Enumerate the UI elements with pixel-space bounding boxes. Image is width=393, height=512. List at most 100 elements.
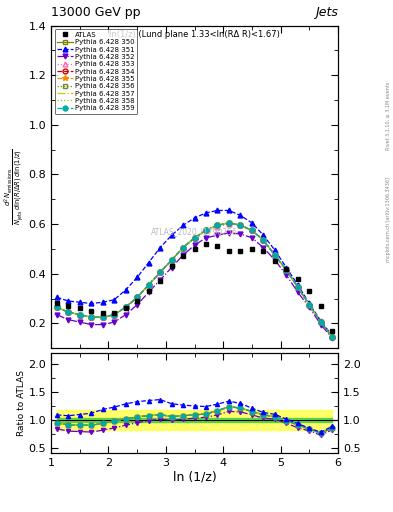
Pythia 6.428 359 xyxy=(89,314,94,320)
Y-axis label: Ratio to ATLAS: Ratio to ATLAS xyxy=(17,370,26,436)
Pythia 6.428 351 xyxy=(158,245,162,251)
Line: Pythia 6.428 352: Pythia 6.428 352 xyxy=(54,230,335,340)
Pythia 6.428 355 xyxy=(261,237,266,243)
Pythia 6.428 356 xyxy=(100,314,105,320)
Pythia 6.428 351 xyxy=(123,287,128,293)
Pythia 6.428 357 xyxy=(227,220,231,226)
Pythia 6.428 350 xyxy=(227,220,231,226)
Pythia 6.428 359 xyxy=(66,309,71,315)
Pythia 6.428 354 xyxy=(238,222,243,228)
Pythia 6.428 357 xyxy=(181,245,185,251)
Pythia 6.428 358 xyxy=(181,245,185,251)
ATLAS xyxy=(100,310,105,316)
Pythia 6.428 351 xyxy=(89,301,94,307)
Pythia 6.428 356 xyxy=(89,314,94,320)
Pythia 6.428 352 xyxy=(272,257,277,263)
Pythia 6.428 352 xyxy=(307,304,312,310)
Pythia 6.428 353 xyxy=(135,294,140,301)
ATLAS xyxy=(261,248,266,254)
Pythia 6.428 351 xyxy=(204,210,208,216)
Pythia 6.428 351 xyxy=(250,220,254,226)
ATLAS xyxy=(123,305,128,311)
Pythia 6.428 355 xyxy=(250,227,254,233)
ATLAS xyxy=(181,253,185,260)
ATLAS xyxy=(89,308,94,314)
Pythia 6.428 352 xyxy=(169,264,174,270)
Pythia 6.428 358 xyxy=(66,309,71,315)
Pythia 6.428 358 xyxy=(158,269,162,275)
Pythia 6.428 354 xyxy=(261,237,266,243)
Pythia 6.428 350 xyxy=(204,227,208,233)
Pythia 6.428 358 xyxy=(112,312,117,318)
Pythia 6.428 352 xyxy=(204,234,208,241)
Pythia 6.428 350 xyxy=(272,252,277,258)
Pythia 6.428 358 xyxy=(318,319,323,325)
ATLAS xyxy=(330,328,334,334)
Pythia 6.428 358 xyxy=(307,302,312,308)
Pythia 6.428 350 xyxy=(66,309,71,315)
Pythia 6.428 350 xyxy=(181,245,185,251)
Pythia 6.428 357 xyxy=(123,304,128,310)
Pythia 6.428 355 xyxy=(272,252,277,258)
Pythia 6.428 352 xyxy=(296,289,300,295)
Pythia 6.428 356 xyxy=(227,220,231,226)
Pythia 6.428 359 xyxy=(215,222,220,228)
Pythia 6.428 352 xyxy=(66,316,71,323)
Pythia 6.428 353 xyxy=(123,304,128,310)
Pythia 6.428 350 xyxy=(146,282,151,288)
Pythia 6.428 352 xyxy=(77,319,82,325)
Pythia 6.428 352 xyxy=(250,234,254,241)
Pythia 6.428 356 xyxy=(238,222,243,228)
Pythia 6.428 355 xyxy=(192,234,197,241)
Pythia 6.428 350 xyxy=(250,227,254,233)
Pythia 6.428 359 xyxy=(296,284,300,290)
Pythia 6.428 354 xyxy=(112,312,117,318)
Pythia 6.428 350 xyxy=(307,302,312,308)
Pythia 6.428 359 xyxy=(123,304,128,310)
Pythia 6.428 356 xyxy=(55,304,59,310)
Pythia 6.428 359 xyxy=(192,234,197,241)
Pythia 6.428 358 xyxy=(284,267,289,273)
Pythia 6.428 356 xyxy=(261,237,266,243)
ATLAS xyxy=(158,278,162,284)
Pythia 6.428 356 xyxy=(135,294,140,301)
Pythia 6.428 352 xyxy=(261,245,266,251)
Pythia 6.428 353 xyxy=(169,257,174,263)
Pythia 6.428 353 xyxy=(272,252,277,258)
Pythia 6.428 358 xyxy=(123,304,128,310)
Pythia 6.428 359 xyxy=(181,245,185,251)
Pythia 6.428 355 xyxy=(146,282,151,288)
Pythia 6.428 359 xyxy=(250,227,254,233)
Pythia 6.428 350 xyxy=(77,312,82,318)
ATLAS xyxy=(250,246,254,252)
Line: ATLAS: ATLAS xyxy=(54,242,335,333)
ATLAS xyxy=(112,310,117,316)
Pythia 6.428 357 xyxy=(55,304,59,310)
Pythia 6.428 351 xyxy=(112,297,117,303)
Pythia 6.428 354 xyxy=(192,234,197,241)
Pythia 6.428 354 xyxy=(330,334,334,340)
Pythia 6.428 359 xyxy=(135,294,140,301)
ATLAS xyxy=(307,288,312,294)
Pythia 6.428 357 xyxy=(192,234,197,241)
Pythia 6.428 357 xyxy=(158,269,162,275)
Pythia 6.428 352 xyxy=(146,289,151,295)
Pythia 6.428 355 xyxy=(100,314,105,320)
Pythia 6.428 352 xyxy=(192,242,197,248)
ATLAS xyxy=(169,263,174,269)
Pythia 6.428 356 xyxy=(330,334,334,340)
Pythia 6.428 355 xyxy=(227,220,231,226)
Pythia 6.428 355 xyxy=(55,304,59,310)
Pythia 6.428 355 xyxy=(318,319,323,325)
Pythia 6.428 356 xyxy=(123,304,128,310)
Pythia 6.428 359 xyxy=(272,252,277,258)
Text: Rivet 3.1.10, ≥ 3.1M events: Rivet 3.1.10, ≥ 3.1M events xyxy=(386,82,391,150)
Pythia 6.428 354 xyxy=(100,314,105,320)
Pythia 6.428 351 xyxy=(55,294,59,301)
Pythia 6.428 354 xyxy=(215,222,220,228)
Pythia 6.428 352 xyxy=(181,252,185,258)
Text: Jets: Jets xyxy=(315,6,338,19)
Pythia 6.428 350 xyxy=(215,222,220,228)
Pythia 6.428 352 xyxy=(89,322,94,328)
Pythia 6.428 350 xyxy=(100,314,105,320)
